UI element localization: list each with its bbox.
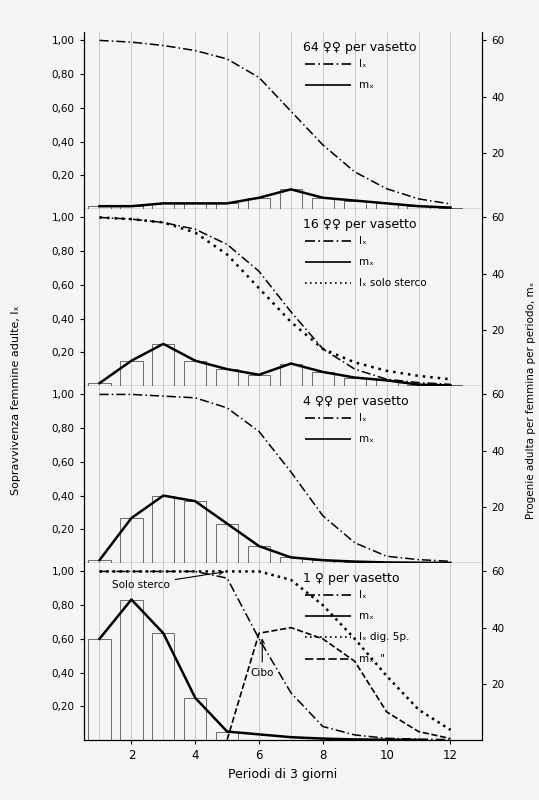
Bar: [152, 344, 175, 386]
Text: lₓ solo sterco: lₓ solo sterco: [359, 278, 426, 288]
Bar: [216, 731, 238, 740]
X-axis label: Periodi di 3 giorni: Periodi di 3 giorni: [229, 767, 337, 781]
Text: Solo sterco: Solo sterco: [112, 570, 223, 590]
Bar: [312, 372, 334, 386]
Bar: [407, 385, 430, 386]
Bar: [312, 560, 334, 563]
Text: mₓ: mₓ: [359, 80, 374, 90]
Bar: [248, 374, 270, 386]
Bar: [376, 380, 398, 386]
Text: mₓ: mₓ: [359, 611, 374, 621]
Text: lₓ dig. 5p.: lₓ dig. 5p.: [359, 632, 409, 642]
Bar: [376, 203, 398, 209]
Bar: [120, 599, 143, 740]
Bar: [280, 363, 302, 386]
Text: lₓ: lₓ: [359, 413, 367, 423]
Bar: [343, 201, 366, 209]
Text: 4 ♀♀ per vasetto: 4 ♀♀ per vasetto: [303, 395, 409, 408]
Text: 16 ♀♀ per vasetto: 16 ♀♀ per vasetto: [303, 218, 417, 231]
Bar: [88, 383, 110, 386]
Text: mₓ: mₓ: [359, 434, 374, 444]
Bar: [152, 203, 175, 209]
Bar: [120, 518, 143, 563]
Text: mₓ  ": mₓ ": [359, 654, 385, 663]
Bar: [248, 546, 270, 563]
Bar: [216, 524, 238, 563]
Text: 1 ♀ per vasetto: 1 ♀ per vasetto: [303, 572, 399, 585]
Text: Sopravvivenza femmine adulte, lₓ: Sopravvivenza femmine adulte, lₓ: [11, 306, 21, 494]
Bar: [216, 369, 238, 386]
Bar: [184, 203, 206, 209]
Bar: [407, 206, 430, 209]
Bar: [184, 698, 206, 740]
Bar: [152, 634, 175, 740]
Bar: [312, 198, 334, 209]
Bar: [120, 361, 143, 386]
Text: lₓ: lₓ: [359, 236, 367, 246]
Text: lₓ: lₓ: [359, 590, 367, 600]
Bar: [280, 558, 302, 563]
Bar: [88, 560, 110, 563]
Bar: [343, 562, 366, 563]
Bar: [280, 190, 302, 209]
Bar: [88, 206, 110, 209]
Bar: [152, 495, 175, 563]
Bar: [216, 203, 238, 209]
Text: Cibo: Cibo: [251, 639, 274, 678]
Text: Progenie adulta per femmina per periodo, mₓ: Progenie adulta per femmina per periodo,…: [526, 282, 536, 518]
Bar: [184, 501, 206, 563]
Text: 64 ♀♀ per vasetto: 64 ♀♀ per vasetto: [303, 41, 417, 54]
Bar: [120, 206, 143, 209]
Bar: [248, 198, 270, 209]
Bar: [439, 207, 462, 209]
Text: lₓ: lₓ: [359, 59, 367, 69]
Bar: [88, 639, 110, 740]
Bar: [184, 361, 206, 386]
Text: mₓ: mₓ: [359, 257, 374, 267]
Bar: [343, 378, 366, 386]
